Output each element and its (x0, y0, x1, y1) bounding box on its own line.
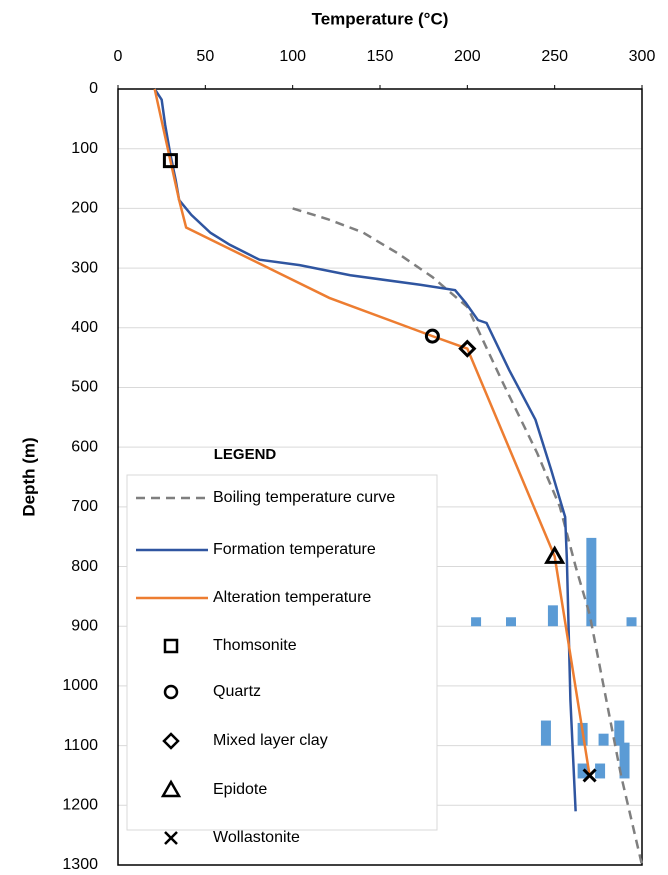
x-tick-label: 300 (629, 48, 656, 65)
y-tick-label: 800 (71, 558, 98, 575)
y-tick-label: 500 (71, 379, 98, 396)
y-tick-label: 200 (71, 200, 98, 217)
y-tick-label: 700 (71, 498, 98, 515)
x-axis-title: Temperature (°C) (312, 9, 449, 28)
y-tick-label: 400 (71, 319, 98, 336)
y-tick-label: 0 (89, 80, 98, 97)
legend-marker (162, 732, 180, 750)
histogram-bar (506, 617, 516, 627)
legend-label: Alteration temperature (213, 589, 371, 606)
legend-marker (164, 831, 178, 845)
x-tick-label: 100 (279, 48, 306, 65)
y-tick-label: 1000 (62, 677, 98, 694)
y-tick-label: 1100 (64, 737, 99, 754)
x-tick-label: 50 (196, 48, 214, 65)
x-tick-label: 0 (114, 48, 123, 65)
y-axis-title: Depth (m) (19, 437, 38, 516)
histogram-bar (626, 617, 637, 627)
legend-label: Mixed layer clay (213, 732, 328, 749)
histogram-bar (595, 763, 606, 779)
histogram-bar (547, 605, 558, 627)
legend-box (126, 474, 438, 831)
histogram-bar (619, 742, 630, 779)
y-tick-label: 900 (71, 617, 98, 634)
histogram-bar (540, 720, 551, 746)
legend-marker (163, 684, 179, 700)
histogram-bar (577, 763, 588, 779)
x-tick-label: 150 (367, 48, 394, 65)
histogram-bar (471, 617, 482, 627)
legend-label: Quartz (213, 683, 261, 700)
legend-title: LEGEND (214, 446, 277, 463)
legend-label: Boiling temperature curve (213, 489, 395, 506)
x-tick-label: 250 (541, 48, 568, 65)
histogram-bar (586, 537, 597, 627)
y-tick-label: 1300 (62, 856, 98, 873)
series-line (292, 207, 644, 866)
y-tick-label: 100 (71, 140, 98, 157)
legend-label: Thomsonite (213, 637, 297, 654)
histogram-bar (614, 720, 625, 746)
data-marker (544, 545, 566, 564)
data-marker (458, 339, 477, 358)
legend-label: Wollastonite (213, 829, 300, 846)
legend-label: Epidote (213, 781, 267, 798)
y-tick-label: 1200 (62, 797, 98, 814)
legend-label: Formation temperature (213, 541, 376, 558)
data-marker (582, 768, 597, 783)
data-marker (162, 153, 178, 169)
x-tick-label: 200 (454, 48, 481, 65)
legend-marker (163, 638, 179, 654)
data-marker (424, 328, 440, 344)
histogram-bar (598, 733, 609, 746)
y-tick-label: 600 (71, 438, 98, 455)
plot-border (117, 88, 643, 866)
y-tick-label: 300 (71, 259, 98, 276)
legend-marker (160, 779, 182, 798)
series-line (153, 88, 591, 776)
